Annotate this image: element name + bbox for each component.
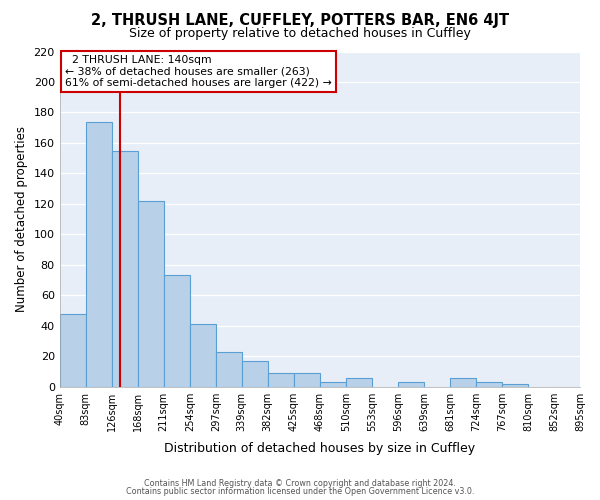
Text: Contains HM Land Registry data © Crown copyright and database right 2024.: Contains HM Land Registry data © Crown c…: [144, 478, 456, 488]
Bar: [502, 384, 528, 386]
Bar: [216, 352, 242, 386]
Bar: [242, 361, 268, 386]
Bar: [320, 382, 346, 386]
Bar: [268, 373, 294, 386]
Bar: [190, 324, 216, 386]
Bar: [450, 378, 476, 386]
Text: 2 THRUSH LANE: 140sqm
← 38% of detached houses are smaller (263)
61% of semi-det: 2 THRUSH LANE: 140sqm ← 38% of detached …: [65, 55, 332, 88]
Bar: [398, 382, 424, 386]
Bar: [294, 373, 320, 386]
Text: 2, THRUSH LANE, CUFFLEY, POTTERS BAR, EN6 4JT: 2, THRUSH LANE, CUFFLEY, POTTERS BAR, EN…: [91, 12, 509, 28]
Bar: [59, 314, 86, 386]
Bar: [164, 276, 190, 386]
Bar: [476, 382, 502, 386]
Bar: [112, 150, 138, 386]
Bar: [138, 201, 164, 386]
Text: Contains public sector information licensed under the Open Government Licence v3: Contains public sector information licen…: [126, 487, 474, 496]
Text: Size of property relative to detached houses in Cuffley: Size of property relative to detached ho…: [129, 28, 471, 40]
Bar: [86, 122, 112, 386]
Y-axis label: Number of detached properties: Number of detached properties: [15, 126, 28, 312]
Bar: [346, 378, 372, 386]
X-axis label: Distribution of detached houses by size in Cuffley: Distribution of detached houses by size …: [164, 442, 475, 455]
